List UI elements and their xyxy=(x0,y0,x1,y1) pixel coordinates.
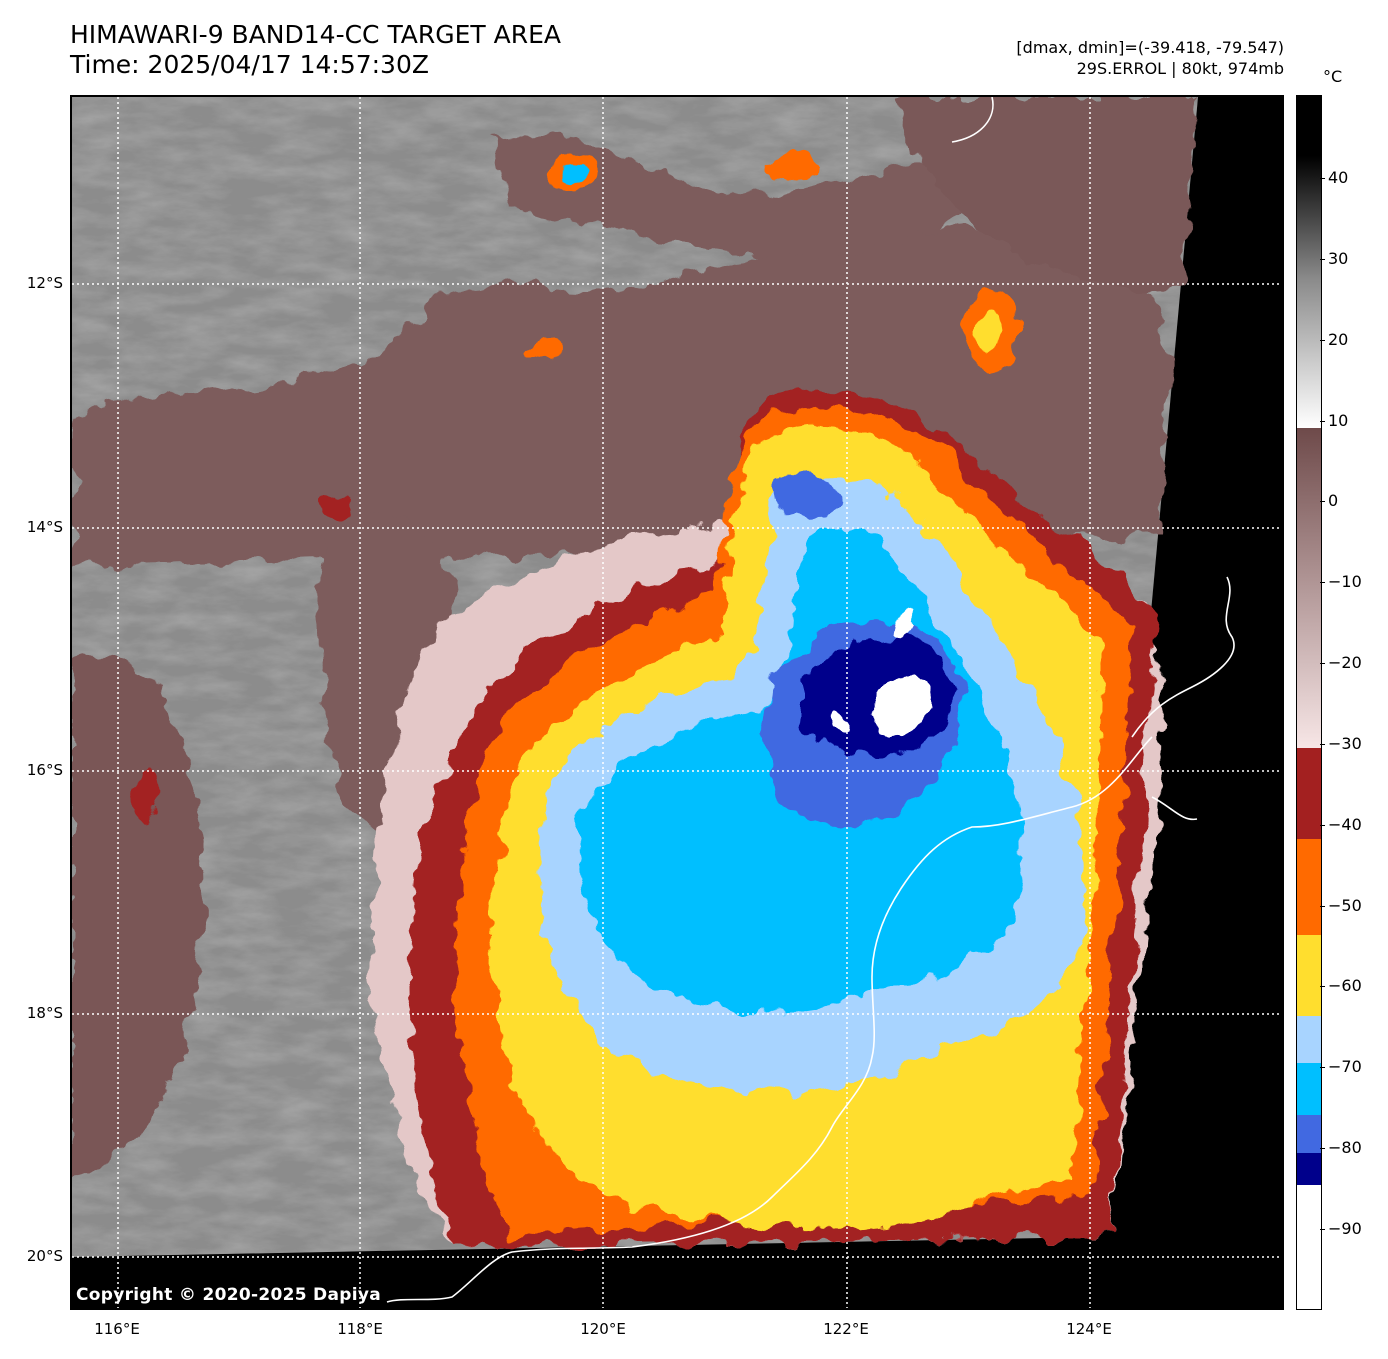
colorbar-tickmark xyxy=(1320,663,1325,664)
lon-label-120e: 120°E xyxy=(580,1320,626,1338)
colorbar-tickmark xyxy=(1320,1067,1325,1068)
colorbar-tickmark xyxy=(1320,501,1325,502)
chart-title: HIMAWARI-9 BAND14-CC TARGET AREA Time: 2… xyxy=(70,20,561,80)
colorbar-tickmark xyxy=(1320,340,1325,341)
colorbar-tick-label: −30 xyxy=(1328,734,1362,753)
storm-info: [dmax, dmin]=(-39.418, -79.547) 29S.ERRO… xyxy=(1016,37,1284,79)
storm-cloud-shield xyxy=(409,389,1158,1247)
colorbar-tick-label: −40 xyxy=(1328,815,1362,834)
colorbar-tickmark xyxy=(1320,825,1325,826)
colorbar-tick-label: 0 xyxy=(1328,491,1339,510)
colorbar-tickmark xyxy=(1320,421,1325,422)
colorbar-tickmark xyxy=(1320,582,1325,583)
lat-label-16s: 16°S xyxy=(26,761,63,779)
colorbar-tick-label: −10 xyxy=(1328,572,1362,591)
dmax-dmin-readout: [dmax, dmin]=(-39.418, -79.547) xyxy=(1016,38,1284,57)
colorbar-unit: °C xyxy=(1323,67,1343,86)
lon-label-124e: 124°E xyxy=(1066,1320,1112,1338)
colorbar-tickmark xyxy=(1320,259,1325,260)
colorbar-tickmark xyxy=(1320,744,1325,745)
colorbar-tickmark xyxy=(1320,906,1325,907)
colorbar-tickmark xyxy=(1320,986,1325,987)
lon-label-118e: 118°E xyxy=(337,1320,383,1338)
colorbar-tick-label: 30 xyxy=(1328,249,1349,268)
colorbar xyxy=(1296,95,1322,1310)
colorbar-tick-label: −80 xyxy=(1328,1138,1362,1157)
overshooting-tops xyxy=(831,611,932,741)
convective-cells xyxy=(135,153,1018,825)
colorbar-tick-label: −50 xyxy=(1328,896,1362,915)
colorbar-tick-label: 10 xyxy=(1328,411,1349,430)
lat-label-12s: 12°S xyxy=(26,274,63,292)
satellite-map xyxy=(70,95,1284,1310)
colorbar-tickmark xyxy=(1320,1148,1325,1149)
colorbar-tickmark xyxy=(1320,178,1325,179)
colorbar-scale xyxy=(1297,96,1321,1309)
storm-id: 29S.ERROL | 80kt, 974mb xyxy=(1076,59,1284,78)
colorbar-tick-label: −90 xyxy=(1328,1219,1362,1238)
lon-label-122e: 122°E xyxy=(823,1320,869,1338)
satellite-image xyxy=(72,97,1282,1308)
colorbar-tick-label: −70 xyxy=(1328,1057,1362,1076)
colorbar-tick-label: −20 xyxy=(1328,653,1362,672)
colorbar-tick-label: −60 xyxy=(1328,976,1362,995)
title-line-1: HIMAWARI-9 BAND14-CC TARGET AREA xyxy=(70,20,562,49)
colorbar-tickmark xyxy=(1320,1229,1325,1230)
colorbar-tick-label: 20 xyxy=(1328,330,1349,349)
colorbar-tick-label: 40 xyxy=(1328,168,1349,187)
lat-label-20s: 20°S xyxy=(26,1247,63,1265)
copyright-notice: Copyright © 2020-2025 Dapiya xyxy=(76,1285,381,1305)
coastline xyxy=(386,97,1235,1303)
lat-label-18s: 18°S xyxy=(26,1004,63,1022)
title-line-2: Time: 2025/04/17 14:57:30Z xyxy=(70,50,429,79)
graticule xyxy=(72,97,1282,1308)
lon-label-116e: 116°E xyxy=(94,1320,140,1338)
lat-label-14s: 14°S xyxy=(26,518,63,536)
